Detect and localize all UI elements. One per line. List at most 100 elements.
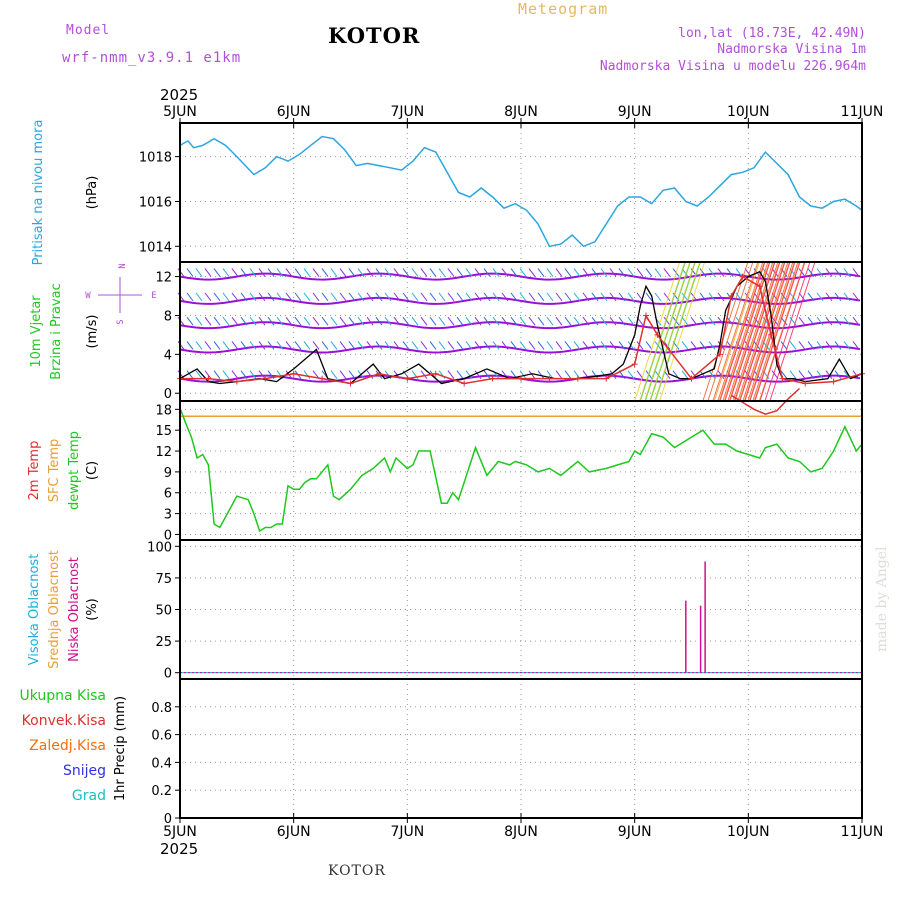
wind-barb <box>366 341 374 350</box>
wind-barb <box>654 268 662 277</box>
y-tick-label: 100 <box>147 540 172 555</box>
wind-barb <box>456 292 464 302</box>
wind-hatch <box>739 261 786 402</box>
wind-barb <box>249 316 257 326</box>
gust-marker <box>756 283 763 290</box>
wind-barb <box>258 341 266 350</box>
wind-barb <box>204 316 212 326</box>
compass-north: N <box>118 263 128 268</box>
wind-barb <box>348 341 356 350</box>
x-tick-label-top: 11JUN <box>841 104 884 120</box>
wind-barb <box>618 316 626 326</box>
gust-marker <box>830 378 837 385</box>
y-tick-label: 1014 <box>139 240 172 255</box>
wind-barb <box>348 292 356 302</box>
wind-barb <box>294 268 302 277</box>
gust-marker <box>574 375 581 382</box>
wind-barb <box>303 370 311 379</box>
y-tick-label: 0 <box>164 812 172 827</box>
wind-barb <box>726 341 734 350</box>
wind-barb <box>708 292 716 302</box>
y-tick-label: 15 <box>155 424 172 439</box>
wind-barb <box>609 341 617 350</box>
wind-barb <box>186 370 194 379</box>
wind-barb <box>186 292 194 302</box>
wind-barb <box>483 370 491 379</box>
wind-barb <box>519 370 527 379</box>
wind-barb <box>573 292 581 302</box>
wind-barb <box>537 268 545 277</box>
wind-barb <box>483 341 491 350</box>
wind-barb <box>213 292 221 302</box>
wind-barb <box>258 292 266 302</box>
wind-barb <box>447 341 455 350</box>
wind-barb <box>537 292 545 302</box>
wind-barb <box>240 341 248 350</box>
wind-barb <box>834 268 842 277</box>
gust-marker <box>233 378 240 385</box>
gust-marker <box>347 380 354 387</box>
wind-barb <box>456 316 464 326</box>
wind-barb <box>186 341 194 350</box>
wind-hatch <box>727 261 774 402</box>
wind-barb <box>834 292 842 302</box>
wind-barb <box>294 341 302 350</box>
wind-barb <box>447 370 455 379</box>
wind-hatch <box>654 261 701 402</box>
wind-barb <box>825 341 833 350</box>
grid-layer <box>180 123 862 819</box>
gust-marker <box>643 312 650 319</box>
gust-marker <box>546 375 553 382</box>
y-tick-label: 0.2 <box>151 784 172 799</box>
wind-barb <box>213 341 221 350</box>
wind-barb <box>339 316 347 326</box>
wind-barb <box>663 341 671 350</box>
wind-barb <box>195 341 203 350</box>
wind-barb <box>321 341 329 350</box>
wind-barb <box>501 316 509 326</box>
wind-barb <box>852 370 860 379</box>
wind-hatch <box>753 261 800 402</box>
wind-barb <box>339 341 347 350</box>
gust-marker <box>319 375 326 382</box>
wind-barb <box>492 316 500 326</box>
wind-hatch <box>649 261 696 402</box>
wind-hatch <box>639 261 686 402</box>
wind-barb <box>474 268 482 277</box>
wind-hatch <box>724 261 771 402</box>
wind-barb <box>384 316 392 326</box>
wind-barb <box>834 316 842 326</box>
wind-barb <box>852 292 860 302</box>
wind-barb <box>267 341 275 350</box>
wind-barb <box>699 292 707 302</box>
station-title: KOTOR <box>328 23 420 48</box>
gust-marker <box>739 273 746 280</box>
compass-east: E <box>151 291 156 301</box>
wind-hatch <box>717 261 764 402</box>
panel-unit-pressure: (hPa) <box>85 176 100 210</box>
panel-temperature <box>179 387 863 533</box>
wind-barb <box>402 292 410 302</box>
wind-barb <box>591 370 599 379</box>
wind-barb <box>276 292 284 302</box>
wind-barb <box>411 292 419 302</box>
wind-barb <box>465 316 473 326</box>
x-tick-label-top: 8JUN <box>504 104 538 120</box>
wind-barb <box>321 316 329 326</box>
wind-barb <box>807 370 815 379</box>
panel-label-precip: 1hr Precip (mm) <box>113 696 128 801</box>
panel-label-pressure: Pritisak na nivou mora <box>31 120 46 266</box>
wind-barb <box>771 370 779 379</box>
y-tick-label: 4 <box>164 348 172 363</box>
wind-barb <box>204 268 212 277</box>
wind-barb <box>510 268 518 277</box>
wind-barb <box>438 316 446 326</box>
wind-barb <box>195 316 203 326</box>
coords-text: lon,lat (18.73E, 42.49N) <box>678 26 866 41</box>
wind-barb <box>330 370 338 379</box>
wind-barb <box>780 341 788 350</box>
wind-barb <box>663 316 671 326</box>
wind-barb <box>735 268 743 277</box>
wind-barb <box>645 341 653 350</box>
y-tick-label: 0 <box>164 387 172 402</box>
